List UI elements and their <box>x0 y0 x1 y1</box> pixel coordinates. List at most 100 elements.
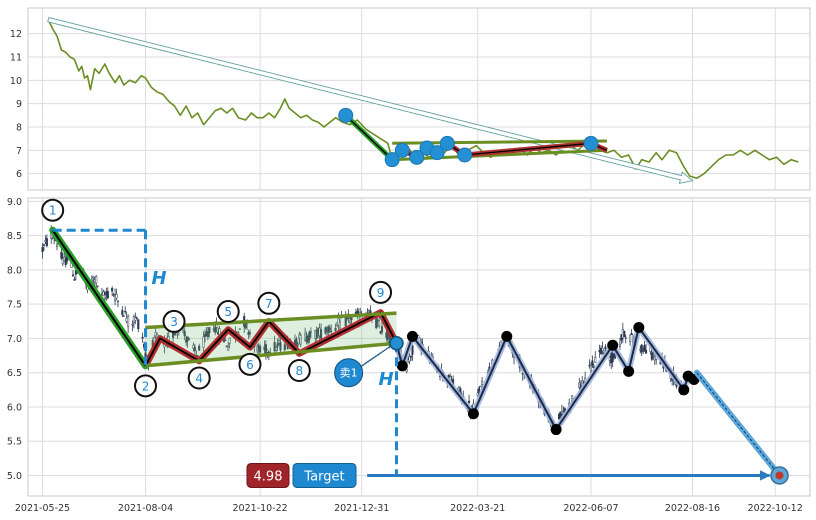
event-circle <box>216 300 240 324</box>
wedge-zigzag-core <box>144 311 398 367</box>
swing-point <box>550 424 562 436</box>
overview-swing-marker <box>439 135 455 151</box>
detail-y-tick-label: 6.0 <box>7 402 22 413</box>
forecast-arrow-dash <box>696 372 780 476</box>
candle-body <box>208 327 211 334</box>
candle-body <box>308 331 311 340</box>
candle-body <box>279 342 282 351</box>
detail-y-ticks: 5.0 5.5 6.0 6.5 7.0 7.5 8.0 8.5 9.0 <box>7 197 22 482</box>
candle-body <box>349 320 352 324</box>
event-circle <box>287 359 311 383</box>
event-circle <box>238 352 262 376</box>
candle-body <box>643 345 646 352</box>
candle-body <box>481 380 484 385</box>
detail-x-tick-label: 2021-12-31 <box>334 503 389 514</box>
candle-body <box>338 321 341 329</box>
overview-plot <box>47 16 799 184</box>
detail-y-tick-label: 8.0 <box>7 265 22 276</box>
candle-body <box>324 327 327 334</box>
candle-body <box>96 285 99 287</box>
detail-x-tick-label: 2022-08-16 <box>665 503 720 514</box>
candle-body <box>276 343 279 347</box>
candle-body <box>193 346 196 352</box>
candle-body <box>187 338 191 341</box>
event-number: 8 <box>295 364 303 378</box>
target-point-inner <box>775 471 784 480</box>
candle-body <box>127 316 130 327</box>
target-arrow-head <box>760 470 771 481</box>
candle-body <box>116 300 120 303</box>
detail-annotations: H H 4.98 Target 卖1 1 2 3 4 5 6 7 8 9 <box>41 198 789 488</box>
target-value-box <box>246 462 290 488</box>
swing-point <box>396 360 408 372</box>
overview-swing-marker <box>409 149 425 165</box>
candle-body <box>380 326 384 333</box>
candle-body <box>60 251 63 259</box>
detail-x-tick-label: 2022-03-21 <box>450 503 505 514</box>
overview-y-tick-label: 6 <box>16 169 22 180</box>
candle-body <box>74 270 77 275</box>
candle-body <box>45 238 48 247</box>
candle-body <box>202 336 205 348</box>
event-circle <box>257 291 281 315</box>
candle-body <box>64 258 67 265</box>
candle-body <box>640 344 643 353</box>
overview-y-tick-label: 10 <box>10 76 22 87</box>
candle-body <box>378 320 381 327</box>
candle-body <box>624 337 627 339</box>
candle-body <box>309 331 312 333</box>
overview-y-tick-label: 11 <box>10 53 22 64</box>
candle-body <box>334 327 337 332</box>
drop-leg-core <box>51 229 147 367</box>
detail-x-tick-label: 2022-10-12 <box>748 503 803 514</box>
event-circle <box>134 374 158 398</box>
candle-body <box>594 356 597 363</box>
overview-drop-leg-core <box>345 114 393 161</box>
detail-x-tick-label: 2021-05-25 <box>15 503 70 514</box>
detail-x-tick-label: 2021-10-22 <box>233 503 288 514</box>
swing-point <box>633 321 645 333</box>
overview-wedge-lower <box>392 148 607 162</box>
overview-y-ticks: 6 7 8 9 10 11 12 <box>10 29 22 180</box>
candle-body <box>591 360 594 366</box>
overview-swing-marker <box>583 135 599 151</box>
wedge-upper-line <box>145 311 397 330</box>
candle-body <box>283 344 286 350</box>
event-circle <box>162 309 186 333</box>
sell-connector <box>360 345 391 368</box>
candle-body <box>228 337 231 344</box>
candle-body <box>92 276 95 279</box>
target-label: Target <box>303 469 344 484</box>
candle-body <box>315 330 318 339</box>
breakout-point <box>389 335 404 351</box>
swing-point <box>623 365 635 377</box>
candle-body <box>273 342 276 352</box>
candle-body <box>320 329 323 339</box>
event-number: 3 <box>170 315 178 329</box>
candle-body <box>375 318 378 329</box>
event-number: 4 <box>195 372 203 386</box>
candle-body <box>55 244 59 247</box>
detail-y-tick-label: 5.0 <box>7 471 22 482</box>
candle-body <box>299 335 302 345</box>
wedge-lower-line <box>145 341 397 368</box>
candle-body <box>650 352 653 360</box>
candle-body <box>137 319 140 330</box>
swing-point <box>467 408 479 420</box>
candle-body <box>227 347 230 351</box>
overview-swing-marker <box>429 145 445 161</box>
candle-body <box>192 344 195 349</box>
candle-body <box>183 330 186 337</box>
overview-swing-marker <box>394 142 410 158</box>
detail-y-tick-label: 9.0 <box>7 197 22 208</box>
candle-body <box>198 345 201 351</box>
candle-body <box>618 343 621 347</box>
candle-body <box>135 317 138 320</box>
swing-point <box>501 330 513 342</box>
overview-swing-marker <box>384 152 400 168</box>
candle-body <box>106 290 109 299</box>
candle-body <box>214 327 217 333</box>
overview-swing-marker <box>457 147 473 163</box>
event-number: 1 <box>49 204 57 218</box>
